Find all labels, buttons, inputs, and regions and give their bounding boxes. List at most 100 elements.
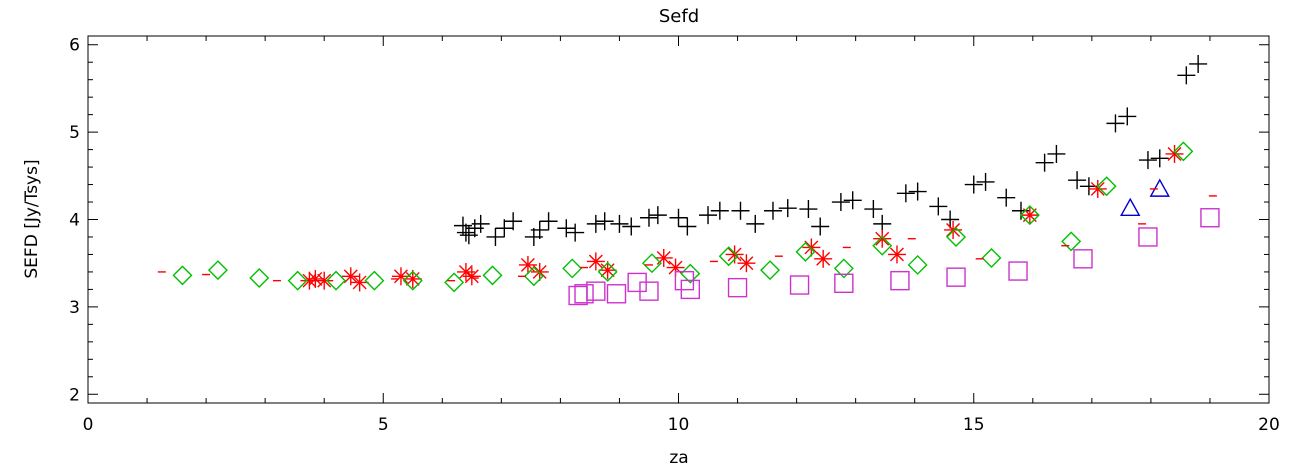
plus-point	[1011, 201, 1030, 220]
y-tick-label: 5	[69, 123, 80, 143]
diamond-point	[523, 266, 544, 287]
asterisk-point	[403, 269, 422, 288]
diamond-shape	[641, 253, 662, 274]
x-tick-label: 0	[83, 415, 94, 435]
square-point	[680, 279, 701, 300]
asterisk-stroke	[875, 231, 890, 246]
triangle-point	[1149, 178, 1170, 197]
plus-point	[495, 219, 514, 238]
asterisk-point	[802, 238, 821, 257]
diamond-point	[872, 235, 893, 256]
diamond-shape	[1096, 176, 1117, 197]
diamond-point	[946, 226, 967, 247]
plus-point	[1150, 149, 1169, 168]
diamond-point	[1061, 231, 1082, 252]
chart-title: Sefd	[659, 6, 699, 27]
plus-point	[811, 217, 830, 236]
diamond-point	[981, 247, 1002, 268]
diamond-point	[326, 270, 346, 291]
asterisk-stroke	[1090, 181, 1105, 196]
plus-point	[843, 191, 862, 210]
diamond-shape	[207, 260, 228, 281]
diamond-shape	[760, 260, 781, 281]
square-shape	[680, 279, 701, 300]
square-shape	[639, 281, 659, 301]
asterisk-stroke	[393, 269, 408, 284]
square-shape	[574, 284, 594, 304]
diamond-shape	[1019, 205, 1040, 226]
square-point	[727, 277, 748, 298]
plus-point	[610, 214, 629, 233]
x-tick-label: 20	[1258, 415, 1280, 435]
asterisk-stroke	[588, 254, 603, 269]
diamond-point	[1019, 205, 1040, 226]
asterisk-stroke	[520, 257, 535, 272]
plus-point	[1106, 114, 1125, 133]
diamond-point	[172, 265, 193, 286]
diamond-shape	[718, 246, 739, 267]
square-point	[606, 284, 627, 304]
plus-point	[908, 182, 927, 201]
plus-point	[586, 214, 605, 233]
square-shape	[834, 273, 854, 293]
square-point	[568, 285, 588, 306]
square-point	[1138, 227, 1158, 247]
plus-point	[557, 219, 576, 238]
diamond-point	[364, 270, 385, 291]
diamond-point	[1096, 176, 1117, 197]
diamond-shape	[444, 272, 465, 293]
asterisk-point	[814, 249, 833, 268]
diamond-point	[482, 265, 503, 286]
plus-point	[471, 214, 490, 233]
square-shape	[890, 270, 910, 291]
y-tick-label: 6	[69, 36, 80, 56]
diamond-shape	[680, 263, 701, 284]
asterisk-point	[391, 267, 410, 286]
diamond-point	[249, 268, 270, 289]
plus-point	[964, 175, 983, 194]
diamond-shape	[833, 258, 854, 279]
square-point	[834, 273, 854, 293]
plus-point	[976, 172, 995, 191]
asterisk-stroke	[727, 247, 742, 262]
plus-point	[710, 201, 729, 220]
asterisk-point	[737, 254, 756, 273]
asterisk-point	[1165, 144, 1184, 163]
asterisk-point	[350, 273, 369, 292]
square-shape	[606, 284, 627, 304]
diamond-shape	[562, 258, 583, 279]
diamond-shape	[907, 254, 928, 275]
asterisk-stroke	[816, 251, 831, 266]
y-tick-label: 4	[69, 211, 80, 231]
asterisk-point	[1088, 179, 1107, 198]
asterisk-stroke	[600, 263, 615, 278]
asterisk-stroke	[1167, 146, 1182, 161]
asterisk-stroke	[352, 275, 367, 290]
square-point	[890, 270, 910, 291]
diamond-shape	[287, 270, 308, 291]
plus-point	[1189, 54, 1208, 73]
asterisk-stroke	[464, 269, 479, 284]
plus-point	[864, 200, 883, 219]
square-shape	[789, 275, 810, 295]
square-shape	[1138, 227, 1158, 247]
asterisk-stroke	[405, 271, 420, 286]
asterisk-stroke	[317, 273, 332, 288]
plus-point	[453, 216, 472, 235]
square-shape	[727, 277, 748, 298]
square-shape	[1073, 249, 1093, 269]
diamond-point	[287, 270, 308, 291]
plus-point	[669, 208, 688, 227]
diamond-shape	[1061, 231, 1082, 252]
plus-point	[595, 212, 614, 231]
square-shape	[568, 285, 588, 306]
asterisk-point	[873, 229, 892, 248]
y-tick-label: 3	[69, 298, 80, 318]
diamond-shape	[1173, 141, 1194, 162]
plus-point	[941, 210, 960, 229]
diamond-point	[207, 260, 228, 281]
square-point	[574, 284, 594, 304]
square-point	[1200, 208, 1220, 228]
plus-point	[929, 197, 948, 216]
diamond-point	[1173, 141, 1194, 162]
